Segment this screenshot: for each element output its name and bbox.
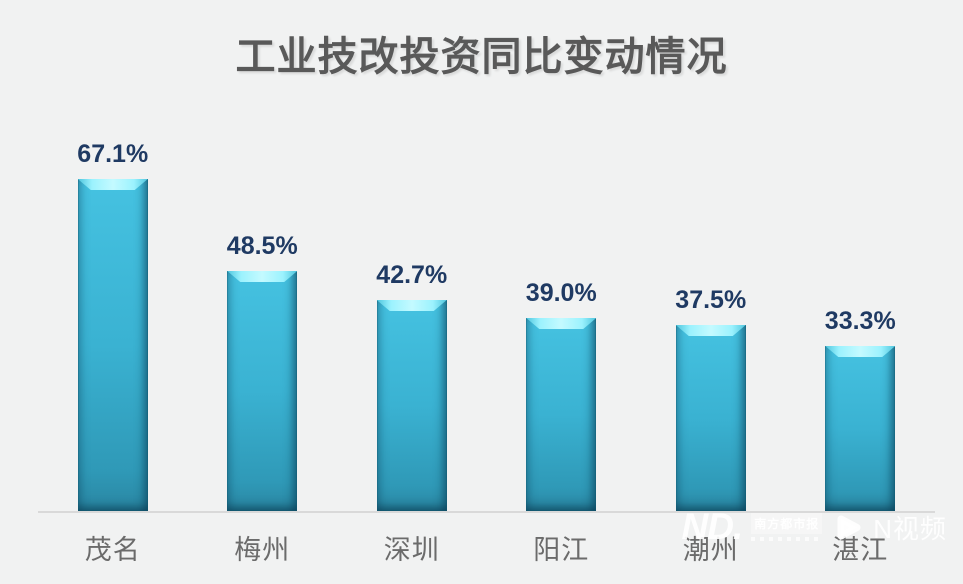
bar-slot: 33.3%	[786, 307, 936, 511]
category-label: 潮州	[682, 535, 739, 565]
value-label: 42.7%	[376, 261, 448, 289]
value-label: 67.1%	[77, 140, 149, 168]
category-row: 茂名 梅州 深圳 阳江 潮州 湛江	[38, 528, 935, 567]
category-label: 梅州	[234, 535, 291, 565]
bar	[825, 346, 896, 511]
chart-title: 工业技改投资同比变动情况	[235, 35, 728, 79]
bar-slot: 67.1%	[38, 140, 188, 511]
value-label: 37.5%	[675, 286, 747, 314]
play-icon	[837, 515, 861, 539]
paper-badge: 南方都市报	[751, 513, 823, 541]
value-label: 39.0%	[525, 279, 597, 307]
badge-subtext-dots	[751, 537, 823, 541]
bar-slot: 42.7%	[337, 261, 487, 511]
bar	[77, 179, 148, 511]
bar	[675, 325, 746, 511]
x-axis-line	[38, 511, 935, 513]
paper-name-label: 南方都市报	[751, 513, 823, 534]
nd-logo: ND.	[681, 506, 743, 547]
plot-area: 67.1% 48.5% 42.7% 39.0% 37.5% 33.3%	[38, 90, 935, 511]
category-label: 深圳	[383, 535, 440, 565]
category-label: 茂名	[84, 535, 141, 565]
bar-slot: 48.5%	[188, 232, 338, 511]
value-label: 48.5%	[226, 232, 298, 260]
bar	[376, 300, 447, 511]
bar-slot: 37.5%	[636, 286, 786, 511]
bar	[526, 318, 597, 511]
watermark: ND. 南方都市报 N视频	[681, 506, 947, 548]
bar-slot: 39.0%	[487, 279, 637, 511]
bar	[227, 271, 298, 511]
value-label: 33.3%	[824, 307, 896, 335]
category-label: 湛江	[832, 535, 889, 565]
category-label: 阳江	[533, 535, 590, 565]
nvideo-label: N视频	[873, 513, 947, 544]
